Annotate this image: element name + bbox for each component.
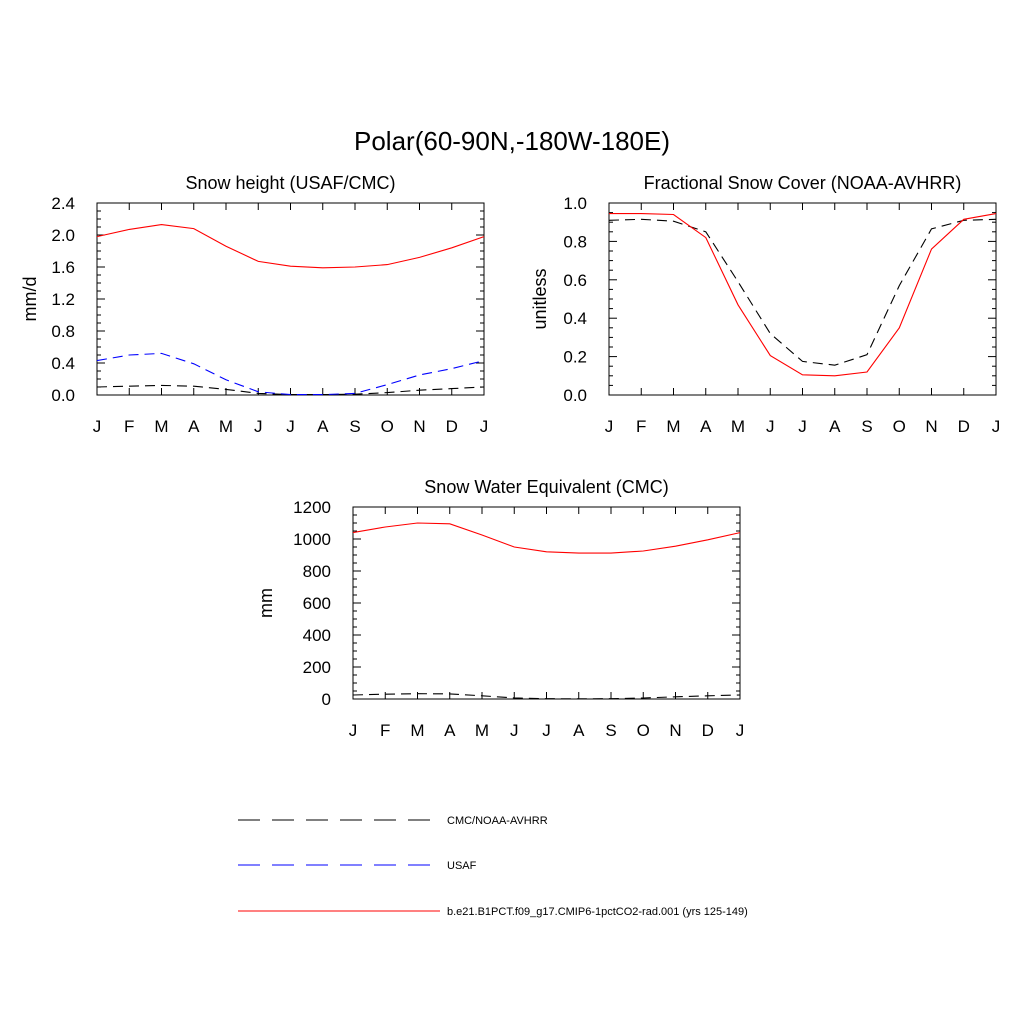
y-tick-label: 0.6 <box>563 271 587 290</box>
x-tick-label: M <box>475 721 489 740</box>
y-tick-label: 0 <box>322 690 331 709</box>
x-tick-label: J <box>736 721 745 740</box>
y-axis-label: mm <box>256 588 276 618</box>
x-tick-label: J <box>605 417 614 436</box>
chart-panel-3: Snow Water Equivalent (CMC)mmJ F M A M J J A S O N… <box>256 477 744 740</box>
y-tick-label: 800 <box>303 562 331 581</box>
x-tick-label: N <box>413 417 425 436</box>
x-tick-label: D <box>446 417 458 436</box>
x-tick-label: M <box>666 417 680 436</box>
y-tick-label: 0.4 <box>563 309 587 328</box>
x-tick-label: A <box>188 417 200 436</box>
y-axis-label: unitless <box>530 268 550 329</box>
y-tick-label: 2.4 <box>51 194 75 213</box>
x-tick-label: A <box>829 417 841 436</box>
legend-label: CMC/NOAA-AVHRR <box>447 815 548 827</box>
x-tick-label: F <box>124 417 134 436</box>
legend-item: b.e21.B1PCT.f09_g17.CMIP6-1pctCO2-rad.00… <box>238 906 748 918</box>
series-line <box>609 213 997 377</box>
plot-frame <box>96 202 485 396</box>
x-tick-label: S <box>349 417 360 436</box>
x-tick-label: O <box>381 417 394 436</box>
x-tick-label: O <box>893 417 906 436</box>
x-tick-label: J <box>542 721 551 740</box>
x-tick-label: J <box>93 417 102 436</box>
y-tick-label: 400 <box>303 626 331 645</box>
panel-title: Snow height (USAF/CMC) <box>185 173 395 193</box>
x-tick-label: A <box>700 417 712 436</box>
x-tick-label: F <box>636 417 646 436</box>
x-tick-label: O <box>637 721 650 740</box>
panel-title: Fractional Snow Cover (NOAA-AVHRR) <box>644 173 962 193</box>
y-tick-label: 0.2 <box>563 348 587 367</box>
x-tick-label: M <box>154 417 168 436</box>
x-tick-label: N <box>669 721 681 740</box>
x-tick-label: J <box>286 417 295 436</box>
x-tick-label: A <box>444 721 456 740</box>
y-tick-label: 1.6 <box>51 258 75 277</box>
series-line <box>352 522 741 554</box>
legend-item: CMC/NOAA-AVHRR <box>238 815 548 827</box>
legend-label: USAF <box>447 860 477 872</box>
series-line <box>96 224 485 269</box>
x-tick-label: A <box>573 721 585 740</box>
legend-item: USAF <box>238 860 477 872</box>
figure-title: Polar(60-90N,-180W-180E) <box>354 126 670 156</box>
y-tick-label: 600 <box>303 594 331 613</box>
y-tick-label: 2.0 <box>51 226 75 245</box>
series-line <box>352 693 741 700</box>
x-tick-label: A <box>317 417 329 436</box>
x-tick-label: M <box>410 721 424 740</box>
x-tick-label: J <box>349 721 358 740</box>
x-tick-label: S <box>605 721 616 740</box>
plot-frame <box>608 202 997 396</box>
y-tick-label: 0.8 <box>563 232 587 251</box>
x-tick-label: J <box>510 721 519 740</box>
y-tick-label: 0.0 <box>51 386 75 405</box>
series-line <box>96 352 485 396</box>
x-tick-label: J <box>992 417 1001 436</box>
y-tick-label: 1.2 <box>51 290 75 309</box>
x-tick-label: M <box>731 417 745 436</box>
x-tick-label: J <box>766 417 775 436</box>
plot-frame <box>352 506 741 700</box>
legend: CMC/NOAA-AVHRR USAF b.e21.B1PCT.f09_g17.CM… <box>238 815 748 918</box>
chart-panels: Snow height (USAF/CMC)mm/dJ F M A M J J A S O N D J0… <box>20 173 1000 740</box>
x-tick-label: D <box>958 417 970 436</box>
x-tick-label: J <box>480 417 489 436</box>
x-tick-label: N <box>925 417 937 436</box>
x-tick-label: J <box>254 417 263 436</box>
chart-panel-1: Snow height (USAF/CMC)mm/dJ F M A M J J A S O N D J0… <box>20 173 488 436</box>
y-tick-label: 200 <box>303 658 331 677</box>
panel-title: Snow Water Equivalent (CMC) <box>424 477 668 497</box>
x-tick-label: M <box>219 417 233 436</box>
y-tick-label: 0.4 <box>51 354 75 373</box>
y-axis-label: mm/d <box>20 277 40 322</box>
x-tick-label: D <box>702 721 714 740</box>
y-tick-label: 1000 <box>293 530 331 549</box>
y-tick-label: 1.0 <box>563 194 587 213</box>
legend-label: b.e21.B1PCT.f09_g17.CMIP6-1pctCO2-rad.00… <box>447 906 748 918</box>
x-tick-label: J <box>798 417 807 436</box>
chart-panel-2: Fractional Snow Cover (NOAA-AVHRR) unitle… <box>530 173 1000 436</box>
y-tick-label: 1200 <box>293 498 331 517</box>
y-tick-label: 0.8 <box>51 322 75 341</box>
series-line <box>608 218 997 366</box>
x-tick-label: S <box>861 417 872 436</box>
x-tick-label: F <box>380 721 390 740</box>
y-tick-label: 0.0 <box>563 386 587 405</box>
